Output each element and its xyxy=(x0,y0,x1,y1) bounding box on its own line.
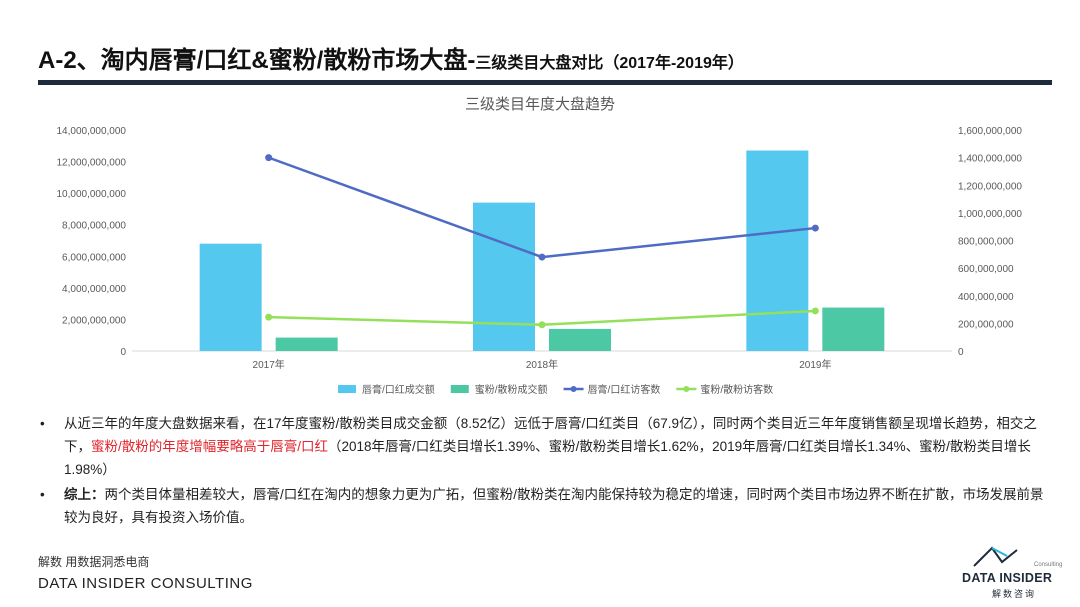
bullet-1: • 从近三年的年度大盘数据来看，在17年度蜜粉/散粉类目成交金额（8.52亿）远… xyxy=(38,412,1048,481)
left-tick-label: 12,000,000,000 xyxy=(56,158,126,169)
left-axis: 0 2,000,000,000 4,000,000,000 6,000,000,000… xyxy=(56,126,126,358)
legend-swatch xyxy=(338,385,356,393)
bar-series xyxy=(199,150,885,351)
right-tick-label: 1,000,000,000 xyxy=(958,209,1022,220)
right-tick-label: 1,400,000,000 xyxy=(958,154,1022,165)
left-tick-label: 10,000,000,000 xyxy=(56,189,126,200)
right-tick-label: 200,000,000 xyxy=(958,319,1014,330)
series-line xyxy=(268,156,816,259)
page-title: A-2、淘内唇膏/口红&蜜粉/散粉市场大盘-三级类目大盘对比（2017年-201… xyxy=(38,40,744,75)
left-tick-label: 8,000,000,000 xyxy=(62,221,126,232)
right-tick-label: 400,000,000 xyxy=(958,292,1014,303)
right-tick-label: 800,000,000 xyxy=(958,237,1014,248)
bar xyxy=(746,150,809,351)
bullet-2-text: 两个类目体量相差较大，唇膏/口红在淘内的想象力更为广拓，但蜜粉/散粉类在淘内能保… xyxy=(64,487,1044,525)
left-tick-label: 6,000,000,000 xyxy=(62,252,126,263)
legend-label: 唇膏/口红成交额 xyxy=(362,383,435,396)
bullet-1-text-a: 从近三年的年度大盘数据来看，在17年度蜜粉/散粉类目成交金额（8.52亿）远低于… xyxy=(64,416,1037,454)
company-logo: Consulting DATA INSIDER 解数咨询 xyxy=(962,542,1072,604)
left-tick-label: 2,000,000,000 xyxy=(62,315,126,326)
line-point xyxy=(538,253,546,261)
x-tick-label: 2018年 xyxy=(526,358,558,371)
x-tick-label: 2017年 xyxy=(253,358,285,371)
legend-swatch-dot xyxy=(570,386,577,392)
line-series xyxy=(265,154,819,329)
logo-small-text: Consulting xyxy=(1034,562,1063,568)
bar xyxy=(199,243,262,351)
right-tick-label: 1,600,000,000 xyxy=(958,126,1022,137)
footer-company: DATA INSIDER CONSULTING xyxy=(38,575,253,592)
right-tick-label: 600,000,000 xyxy=(958,264,1014,275)
legend-label: 蜜粉/散粉访客数 xyxy=(700,383,773,396)
line-point xyxy=(265,313,273,321)
x-axis: 2017年 2018年 2019年 xyxy=(253,358,832,371)
page-title-sub: 三级类目大盘对比（2017年-2019年） xyxy=(475,55,744,72)
trend-chart: 三级类目年度大盘趋势 0 2,000,000,000 4,000,000,000 6,… xyxy=(56,95,1022,396)
bullet-2-label: 综上： xyxy=(64,487,105,502)
bullet-1-text-b: （2018年唇膏/口红类目增长1.39%、蜜粉/散粉类目增长1.62%，2019… xyxy=(64,439,1031,477)
analysis-text: • 从近三年的年度大盘数据来看，在17年度蜜粉/散粉类目成交金额（8.52亿）远… xyxy=(38,412,1048,531)
line-point xyxy=(811,307,819,315)
left-tick-label: 4,000,000,000 xyxy=(62,284,126,295)
bullet-dot: • xyxy=(40,416,45,431)
legend-swatch-dot xyxy=(683,386,690,392)
title-divider xyxy=(38,80,1052,85)
bar xyxy=(549,328,611,351)
line-point xyxy=(811,224,819,232)
legend-label: 唇膏/口红访客数 xyxy=(588,383,661,396)
x-tick-label: 2019年 xyxy=(799,358,831,371)
bar xyxy=(473,202,535,351)
chart-title: 三级类目年度大盘趋势 xyxy=(465,95,615,113)
left-tick-label: 14,000,000,000 xyxy=(56,126,126,137)
chart-legend: 唇膏/口红成交额 蜜粉/散粉成交额 唇膏/口红访客数 蜜粉/散粉访客数 xyxy=(338,383,773,396)
page-title-main: A-2、淘内唇膏/口红&蜜粉/散粉市场大盘- xyxy=(38,47,476,74)
bar xyxy=(822,307,885,351)
logo-text: DATA INSIDER xyxy=(962,571,1053,585)
legend-swatch xyxy=(450,385,469,393)
right-axis: 0 200,000,000 400,000,000 600,000,000 800,00… xyxy=(958,126,1022,358)
bullet-dot: • xyxy=(40,487,45,502)
bar xyxy=(275,337,338,351)
legend-label: 蜜粉/散粉成交额 xyxy=(475,383,548,396)
footer-slogan: 解数 用数据洞悉电商 xyxy=(38,555,150,569)
logo-cn-text: 解数咨询 xyxy=(992,589,1037,599)
bullet-1-highlight: 蜜粉/散粉的年度增幅要略高于唇膏/口红 xyxy=(91,439,329,454)
line-point xyxy=(265,154,273,162)
left-tick-label: 0 xyxy=(120,347,126,358)
logo-mark-icon xyxy=(973,546,1018,567)
line-point xyxy=(538,321,546,329)
right-tick-label: 0 xyxy=(958,347,964,358)
right-tick-label: 1,200,000,000 xyxy=(958,181,1022,192)
bullet-2: • 综上：两个类目体量相差较大，唇膏/口红在淘内的想象力更为广拓，但蜜粉/散粉类… xyxy=(38,483,1048,529)
